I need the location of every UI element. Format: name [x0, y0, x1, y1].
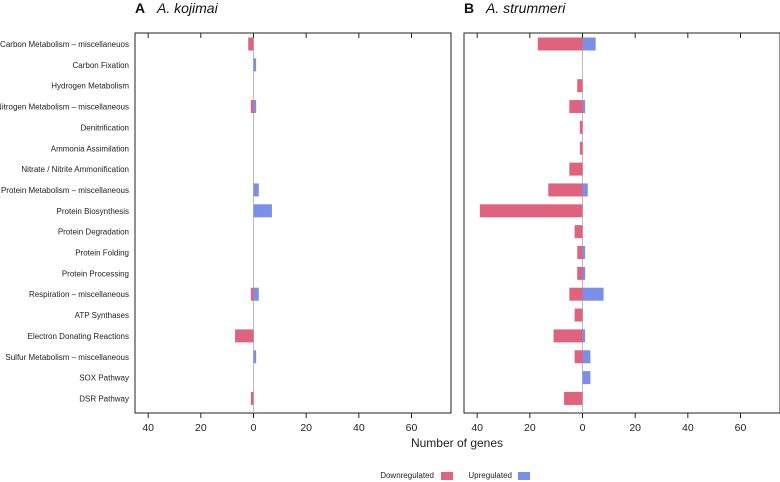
- legend-label: Upregulated: [468, 471, 512, 480]
- category-label: Carbon Metabolism – miscellaneuos: [0, 40, 129, 49]
- upregulated-bar: [582, 350, 591, 364]
- downregulated-bar: [577, 246, 583, 259]
- category-label: Denitrification: [81, 123, 129, 132]
- downregulated-bar: [548, 183, 583, 197]
- x-tick-label: 20: [629, 422, 641, 434]
- x-tick-label: 40: [142, 422, 154, 434]
- x-tick-label: 20: [195, 422, 207, 434]
- category-label: Protein Metabolism – miscellaneous: [1, 186, 129, 195]
- downregulated-bar: [564, 391, 583, 405]
- downregulated-bar: [569, 162, 583, 176]
- upregulated-bar: [582, 183, 588, 197]
- upregulated-bar: [582, 100, 586, 114]
- category-label: Protein Degradation: [58, 228, 129, 237]
- x-tick-label: 60: [735, 422, 747, 434]
- downregulated-bar: [574, 308, 583, 322]
- category-label: Nitrate / Nitrite Ammonification: [21, 165, 129, 174]
- panel-frame: [463, 32, 780, 414]
- downregulated-bar: [574, 350, 583, 364]
- category-label: DSR Pathway: [79, 394, 129, 403]
- upregulated-bar: [582, 329, 586, 343]
- panel-title: A. strummeri: [485, 0, 566, 16]
- downregulated-bar: [250, 391, 254, 405]
- upregulated-bar: [582, 371, 591, 385]
- downregulated-bar: [577, 266, 583, 280]
- x-tick-label: 40: [471, 422, 483, 434]
- downregulated-bar: [479, 204, 583, 218]
- x-tick-label: 20: [300, 422, 312, 434]
- x-tick-label: 0: [251, 422, 257, 434]
- upregulated-bar: [582, 37, 596, 51]
- x-tick-label: 60: [406, 422, 418, 434]
- panel-letter: B: [464, 0, 474, 16]
- x-tick-label: 20: [524, 422, 536, 434]
- downregulated-bar: [574, 225, 583, 239]
- category-label: Nitrogen Metabolism – miscellaneous: [0, 103, 129, 112]
- category-label: Protein Processing: [62, 269, 129, 278]
- downregulated-bar: [250, 100, 254, 114]
- upregulated-bar: [582, 266, 586, 280]
- category-label: Protein Folding: [75, 249, 129, 258]
- upregulated-bar: [582, 287, 604, 301]
- downregulated-bar: [579, 120, 583, 134]
- legend-swatch-downregulated: [441, 472, 453, 480]
- downregulated-bar: [537, 37, 583, 51]
- category-label: Respiration – miscellaneous: [29, 290, 129, 299]
- category-label: Ammonia Assimilation: [51, 144, 129, 153]
- category-label: SOX Pathway: [79, 374, 129, 383]
- upregulated-bar: [253, 350, 257, 364]
- downregulated-bar: [248, 37, 254, 51]
- category-label: Electron Donating Reactions: [28, 332, 129, 341]
- category-label: Carbon Fixation: [73, 61, 129, 70]
- category-label: ATP Synthases: [75, 311, 129, 320]
- upregulated-bar: [253, 204, 272, 218]
- panel-title: A. kojimai: [156, 0, 219, 16]
- x-axis-title: Number of genes: [411, 436, 503, 450]
- downregulated-bar: [553, 329, 583, 343]
- legend-swatch-upregulated: [518, 472, 530, 480]
- downregulated-bar: [250, 287, 254, 301]
- downregulated-bar: [579, 141, 583, 155]
- panel-letter: A: [135, 0, 145, 16]
- downregulated-bar: [569, 100, 583, 114]
- upregulated-bar: [582, 246, 586, 259]
- x-tick-label: 40: [682, 422, 694, 434]
- upregulated-bar: [253, 58, 257, 72]
- legend-label: Downregulated: [380, 471, 434, 480]
- category-label: Sulfur Metabolism – miscellaneous: [5, 353, 129, 362]
- x-tick-label: 40: [353, 422, 365, 434]
- panel-frame: [134, 32, 452, 414]
- upregulated-bar: [253, 183, 259, 197]
- category-label: Hydrogen Metabolism: [51, 82, 129, 91]
- upregulated-bar: [253, 100, 257, 114]
- category-label: Protein Biosynthesis: [57, 207, 129, 216]
- upregulated-bar: [253, 287, 259, 301]
- downregulated-bar: [235, 329, 254, 343]
- x-tick-label: 0: [580, 422, 586, 434]
- downregulated-bar: [577, 79, 583, 93]
- downregulated-bar: [569, 287, 583, 301]
